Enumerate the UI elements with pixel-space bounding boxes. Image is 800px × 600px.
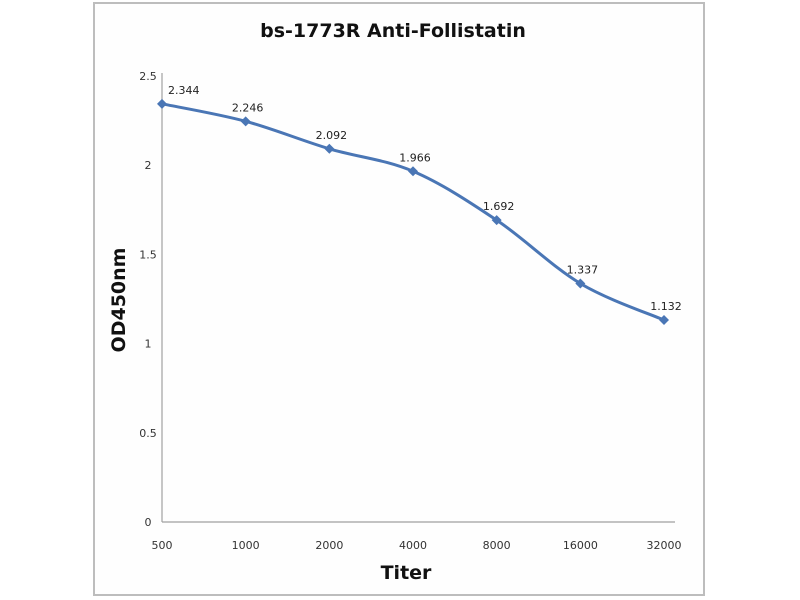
y-tick-label: 2.5 [139, 70, 157, 83]
data-point-marker [324, 143, 335, 154]
axes [161, 73, 675, 523]
x-tick-label: 4000 [399, 539, 427, 552]
y-tick-label: 2 [145, 159, 152, 172]
y-axis-title: OD450nm [108, 248, 130, 353]
y-tick-label: 0 [145, 516, 152, 529]
x-tick-label: 16000 [563, 539, 598, 552]
data-point-marker [408, 166, 418, 177]
y-tick-label: 0.5 [139, 427, 157, 440]
series-line [161, 102, 665, 322]
x-tick-labels: 500 1000 2000 4000 8000 16000 32000 [152, 539, 682, 552]
data-point-marker [240, 116, 251, 127]
chart-title: bs-1773R Anti-Follistatin [260, 20, 526, 42]
x-tick-label: 8000 [483, 539, 511, 552]
data-point-marker [659, 315, 669, 326]
y-tick-label: 1 [145, 338, 152, 351]
markers-group [157, 98, 669, 326]
chart-frame [93, 2, 705, 596]
data-point-marker [491, 215, 502, 226]
data-label: 1.692 [483, 200, 515, 213]
data-label: 1.966 [399, 151, 431, 164]
x-tick-label: 2000 [315, 539, 343, 552]
data-label: 1.132 [650, 300, 682, 313]
x-axis-title: Titer [381, 562, 432, 584]
x-tick-label: 1000 [232, 539, 260, 552]
data-point-marker [575, 278, 586, 289]
series-group [161, 102, 665, 322]
data-labels-group: 2.344 2.246 2.092 1.966 1.692 1.337 1.132 [168, 84, 682, 313]
data-label: 2.344 [168, 84, 200, 97]
data-label: 1.337 [567, 263, 599, 276]
y-tick-label: 1.5 [139, 248, 157, 261]
y-tick-labels: 0 0.5 1 1.5 2 2.5 [139, 70, 157, 529]
data-point-marker [157, 98, 167, 109]
x-tick-label: 500 [152, 539, 173, 552]
data-label: 2.246 [232, 101, 264, 114]
x-tick-label: 32000 [647, 539, 682, 552]
data-label: 2.092 [316, 129, 348, 142]
